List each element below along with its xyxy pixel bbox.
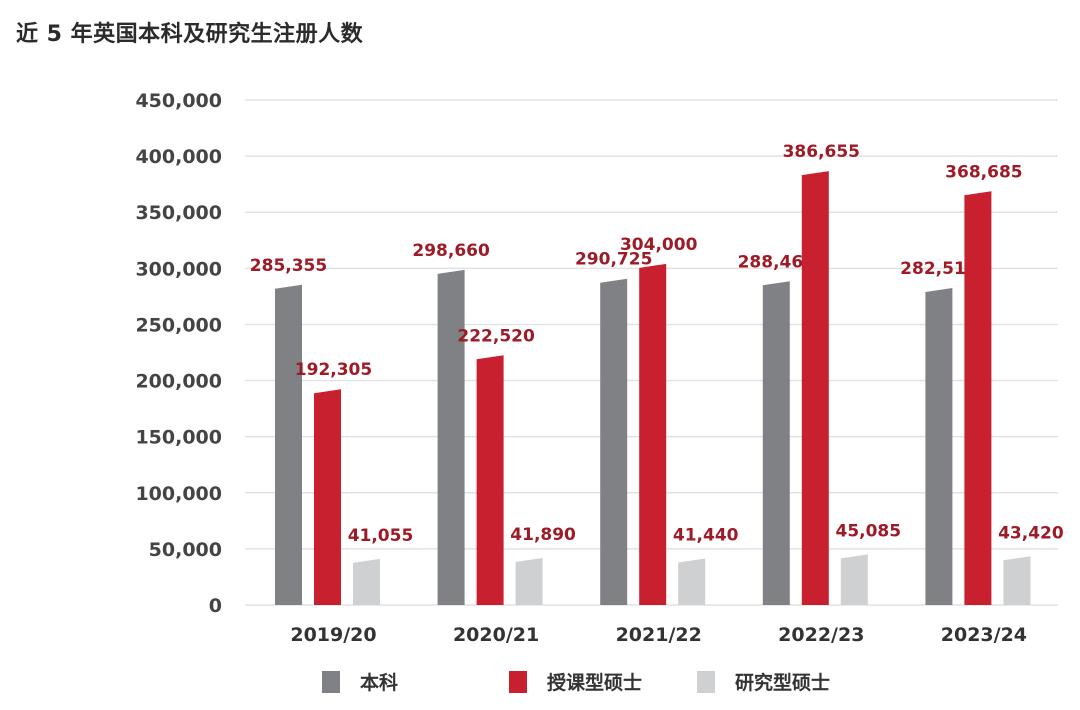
legend-item: 研究型硕士 <box>697 668 830 695</box>
x-category-label: 2019/20 <box>290 624 376 646</box>
x-category-label: 2021/22 <box>616 624 702 646</box>
legend-label: 授课型硕士 <box>547 672 643 694</box>
bar-undergrad <box>275 284 302 605</box>
data-label: 41,440 <box>673 525 739 545</box>
bar-undergrad <box>437 269 465 605</box>
chart-legend: 本科 授课型硕士 研究型硕士 <box>0 664 1080 698</box>
bar-undergrad <box>600 278 628 605</box>
bar-taught-master <box>476 355 504 605</box>
y-tick-label: 250,000 <box>135 314 222 336</box>
data-label: 298,660 <box>412 241 490 261</box>
y-tick-label: 200,000 <box>135 371 222 393</box>
bar-taught-master <box>314 389 341 605</box>
legend-label: 本科 <box>360 672 399 694</box>
data-label: 288,465 <box>738 252 815 272</box>
data-label: 304,000 <box>620 235 698 255</box>
y-tick-label: 350,000 <box>135 202 222 224</box>
chart-title: 近 5 年英国本科及研究生注册人数 <box>16 22 364 47</box>
y-tick-label: 450,000 <box>135 90 222 112</box>
data-label: 43,420 <box>998 523 1064 543</box>
data-label: 290,725 <box>575 250 652 270</box>
data-label: 41,890 <box>510 525 576 545</box>
data-label: 45,085 <box>835 521 901 541</box>
y-tick-label: 0 <box>209 595 222 617</box>
legend-item: 授课型硕士 <box>509 668 642 695</box>
x-category-label: 2020/21 <box>453 624 539 646</box>
bar-research-master <box>678 558 706 605</box>
data-label: 282,515 <box>900 259 977 279</box>
legend-swatch <box>509 670 527 693</box>
bar-taught-master <box>639 263 667 605</box>
bar-research-master <box>840 554 868 605</box>
x-category-label: 2023/24 <box>941 624 1027 646</box>
y-tick-label: 150,000 <box>135 427 222 449</box>
y-tick-label: 400,000 <box>135 146 222 168</box>
legend-item: 本科 <box>322 668 398 695</box>
y-tick-label: 50,000 <box>149 539 222 561</box>
y-tick-label: 300,000 <box>135 258 222 280</box>
bar-research-master <box>353 558 380 605</box>
data-label: 41,055 <box>348 526 414 546</box>
bar-taught-master <box>964 191 992 606</box>
bar-research-master <box>1003 556 1031 605</box>
x-category-label: 2022/23 <box>778 624 864 646</box>
legend-swatch <box>322 670 340 693</box>
data-label: 285,355 <box>250 256 327 276</box>
legend-swatch <box>697 670 715 693</box>
bar-research-master <box>515 557 543 605</box>
data-label: 386,655 <box>783 142 860 162</box>
legend-label: 研究型硕士 <box>735 672 831 694</box>
bar-undergrad <box>762 281 790 605</box>
data-label: 222,520 <box>457 326 535 346</box>
data-label: 368,685 <box>945 162 1022 182</box>
y-tick-label: 100,000 <box>135 483 222 505</box>
bar-taught-master <box>801 171 829 606</box>
data-label: 192,305 <box>295 360 372 380</box>
bar-undergrad <box>925 287 953 605</box>
bar-chart: 0 50,000 100,000 150,000 200,000 250,000 300,0… <box>135 90 1064 646</box>
